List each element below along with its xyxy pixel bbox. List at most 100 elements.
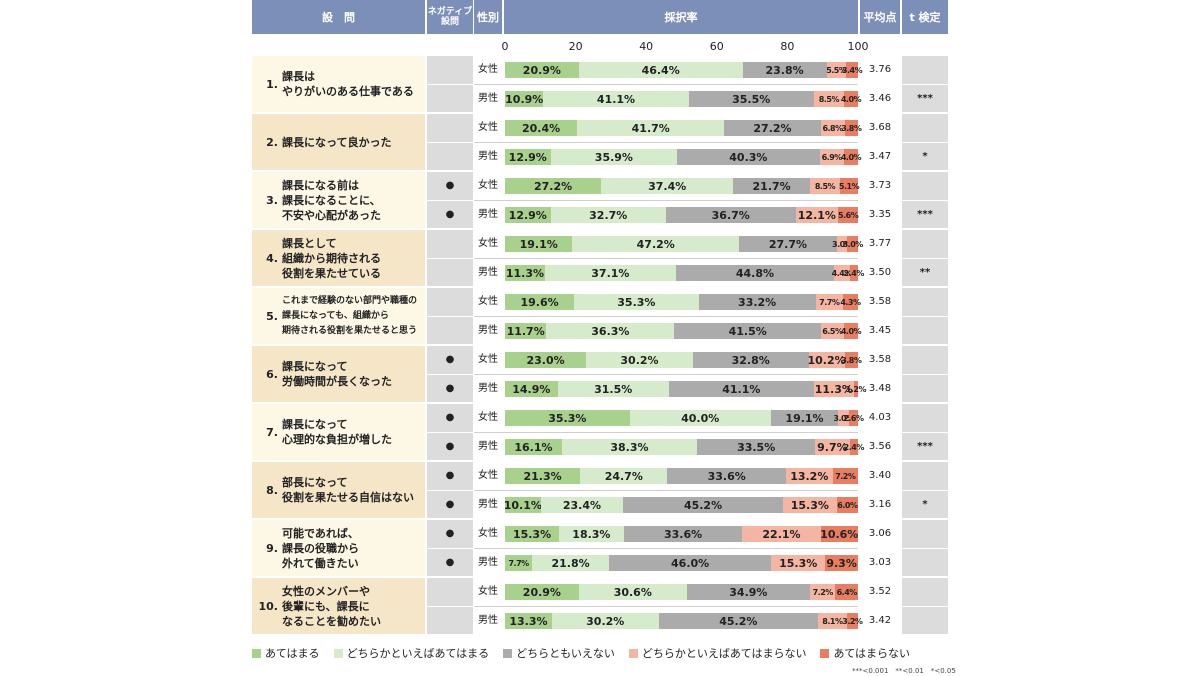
bar-segment: 11.3% (505, 265, 545, 281)
gender-label: 女性 (478, 470, 498, 481)
legend-label: どちらともいえない (516, 647, 615, 660)
row-divider (902, 606, 948, 607)
mean-score: 3.73 (868, 180, 892, 191)
row-divider (474, 490, 858, 491)
bar-segment: 45.2% (623, 497, 783, 513)
bar-segment: 8.5% (809, 178, 840, 194)
question-text: 課長になって良かった (282, 135, 392, 149)
bar-segment: 37.1% (544, 265, 676, 281)
mean-score: 3.47 (868, 151, 892, 162)
ttest-mark: *** (917, 209, 933, 220)
legend-swatch (333, 648, 343, 658)
bar-segment: 13.2% (785, 468, 833, 484)
ttest-mark: *** (917, 93, 933, 104)
bar-segment: 32.7% (550, 207, 666, 223)
bar-segment: 35.5% (688, 91, 814, 107)
ttest-mark: * (922, 499, 928, 510)
bar-segment: 3.8% (841, 352, 862, 368)
bar-segment: 20.9% (505, 62, 579, 78)
legend: あてはまる どちらかといえばあてはまる どちらともいえない どちらかといえばあてはまら… (252, 645, 924, 661)
question-cell: 7. 課長になって 心理的な負担が増した (252, 404, 425, 460)
question-text: これまで経験のない部門や職種の 課長になっても、組織から 期待される役割を果たせ… (282, 295, 418, 336)
bar-segment: 41.1% (668, 381, 814, 397)
gender-label: 女性 (478, 238, 498, 249)
bar-segment: 11.7% (505, 323, 547, 339)
mean-score: 3.35 (868, 209, 892, 220)
negative-mark: ● (445, 209, 455, 220)
row-divider (427, 316, 473, 317)
bar-segment: 6.9% (819, 149, 844, 165)
mean-score: 3.68 (868, 122, 892, 133)
ttest-mark: ** (919, 267, 931, 278)
negative-mark: ● (445, 354, 455, 365)
mean-score: 3.06 (868, 528, 892, 539)
bar-segment: 8.1% (818, 613, 847, 629)
bar-segment: 14.9% (505, 381, 558, 397)
mean-score: 3.58 (868, 296, 892, 307)
bar-segment: 22.1% (742, 526, 821, 542)
row-divider (427, 490, 473, 491)
mean-score: 3.16 (868, 499, 892, 510)
row-divider (427, 548, 473, 549)
ttest-mark: * (922, 151, 928, 162)
question-cell: 10. 女性のメンバーや 後輩にも、課長に なることを勧めたい (252, 578, 425, 634)
gender-label: 男性 (478, 209, 498, 220)
question-number: 8. (266, 483, 278, 497)
bar-segment: 6.8% (820, 120, 845, 136)
row-divider (902, 316, 948, 317)
bar-segment: 5.5% (826, 62, 847, 78)
row-divider (474, 84, 858, 85)
bar-segment: 3.8% (841, 120, 862, 136)
question-cell: 5. これまで経験のない部門や職種の 課長になっても、組織から 期待される役割を果… (252, 288, 425, 344)
mean-score: 3.50 (868, 267, 892, 278)
bar-segment: 27.2% (505, 178, 602, 194)
legend-label: あてはまらない (833, 647, 911, 660)
bar-segment: 8.5% (813, 91, 844, 107)
header-ttest: t 検定 (902, 0, 948, 34)
bar-segment: 30.6% (578, 584, 687, 600)
row-divider (427, 606, 473, 607)
legend-label: どちらかといえばあてはまらない (641, 647, 807, 660)
bar-segment: 7.7% (505, 555, 533, 571)
question-cell: 1. 課長は やりがいのある仕事である (252, 56, 425, 112)
bar-segment: 32.8% (692, 352, 809, 368)
bar-segment: 20.9% (505, 584, 579, 600)
legend-swatch (503, 648, 513, 658)
bar-segment: 21.8% (532, 555, 610, 571)
row-divider (902, 432, 948, 433)
bar-segment: 36.7% (665, 207, 796, 223)
bar-segment: 41.1% (543, 91, 689, 107)
bar-segment: 12.9% (505, 149, 551, 165)
bar-segment: 4.0% (841, 323, 862, 339)
bar-segment: 4.0% (841, 91, 862, 107)
question-text: 課長は やりがいのある仕事である (282, 70, 414, 98)
bar-segment: 4.3% (840, 294, 861, 310)
row-divider (427, 142, 473, 143)
gender-label: 女性 (478, 586, 498, 597)
bar-segment: 12.1% (795, 207, 839, 223)
question-number: 2. (266, 135, 278, 149)
mean-score: 3.58 (868, 354, 892, 365)
bar-segment: 21.3% (505, 468, 581, 484)
bar-segment: 7.7% (815, 294, 843, 310)
gender-label: 女性 (478, 122, 498, 133)
bar-segment: 10.9% (505, 91, 544, 107)
bar-segment: 4.4% (832, 265, 852, 281)
bar-segment: 45.2% (658, 613, 819, 629)
bar-segment: 3.0% (832, 236, 853, 252)
row-divider (902, 374, 948, 375)
negative-mark: ● (445, 557, 455, 568)
mean-score: 3.45 (868, 325, 892, 336)
bar-segment: 33.2% (698, 294, 816, 310)
mean-score: 3.56 (868, 441, 892, 452)
bar-segment: 6.4% (835, 584, 858, 600)
bar-segment: 19.6% (505, 294, 575, 310)
bar-segment: 19.1% (505, 236, 573, 252)
bar-segment: 2.4% (844, 439, 864, 455)
x-tick-label: 80 (780, 40, 795, 53)
row-divider (902, 490, 948, 491)
negative-mark: ● (445, 441, 455, 452)
bar-segment: 10.1% (503, 497, 542, 513)
bar-segment: 5.1% (839, 178, 860, 194)
bar-segment: 30.2% (551, 613, 659, 629)
